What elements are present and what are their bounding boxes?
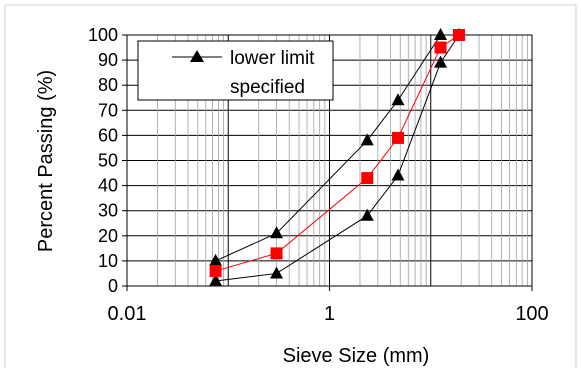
- y-axis-ticks: 0 10 20 30 40 50 60 70 80 90 100: [88, 25, 127, 296]
- series-3: [209, 29, 465, 277]
- legend-box: [137, 40, 334, 101]
- series-2: [209, 28, 466, 286]
- legend: lower limit specified: [137, 40, 334, 101]
- triangle-marker: [209, 273, 223, 286]
- y-tick-label: 50: [98, 151, 118, 171]
- triangle-marker: [391, 93, 405, 106]
- square-marker: [434, 41, 447, 54]
- triangle-marker: [434, 55, 448, 68]
- x-tick-label: 0.01: [108, 303, 147, 325]
- legend-triangle-marker: [190, 50, 204, 62]
- x-tick-label: 1: [324, 303, 335, 325]
- square-marker: [270, 247, 283, 260]
- triangle-marker: [270, 226, 284, 239]
- triangle-marker: [434, 28, 448, 40]
- y-tick-label: 30: [98, 201, 118, 221]
- square-marker: [392, 131, 405, 144]
- x-tick-label: 100: [515, 303, 548, 325]
- square-marker: [209, 264, 222, 277]
- y-tick-label: 70: [98, 100, 118, 120]
- triangle-marker: [209, 253, 223, 266]
- y-tick-label: 90: [98, 50, 118, 70]
- y-axis-title: Percent Passing (%): [35, 70, 57, 252]
- series-line: [215, 34, 460, 282]
- triangle-marker: [270, 266, 284, 279]
- y-tick-label: 60: [98, 125, 118, 145]
- y-tick-label: 40: [98, 176, 118, 196]
- y-tick-label: 20: [98, 226, 118, 246]
- triangle-marker: [360, 133, 374, 146]
- square-marker: [361, 172, 374, 185]
- y-tick-label: 10: [98, 251, 118, 271]
- legend-label-line1: lower limit: [230, 48, 315, 69]
- x-axis-title: Sieve Size (mm): [283, 345, 430, 367]
- y-tick-label: 100: [88, 25, 118, 45]
- square-marker: [452, 29, 465, 41]
- legend-label-line2: specified: [230, 77, 305, 98]
- series-layer: [209, 28, 466, 286]
- triangle-marker: [391, 168, 405, 181]
- y-tick-label: 80: [98, 75, 118, 95]
- x-axis-ticks: 0.01 1 100: [108, 286, 549, 325]
- y-tick-label: 0: [108, 276, 118, 296]
- triangle-marker: [360, 208, 374, 221]
